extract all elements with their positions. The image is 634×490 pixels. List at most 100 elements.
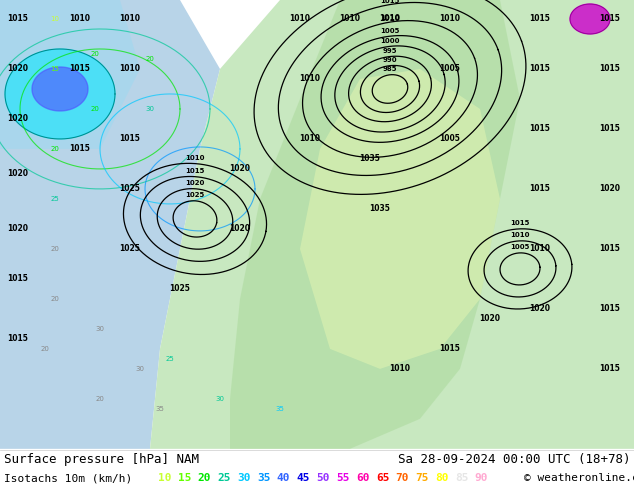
Text: 1010: 1010 (389, 365, 410, 373)
Text: 990: 990 (383, 57, 398, 63)
Text: 1015: 1015 (600, 65, 621, 74)
Text: 35: 35 (276, 406, 285, 412)
Text: 1010: 1010 (185, 155, 205, 161)
Text: 1015: 1015 (70, 145, 91, 153)
Text: 1010: 1010 (439, 15, 460, 24)
Text: 20: 20 (198, 473, 211, 483)
Text: 995: 995 (383, 48, 398, 54)
Text: 1015: 1015 (70, 65, 91, 74)
Text: 35: 35 (257, 473, 271, 483)
Text: 1010: 1010 (299, 74, 321, 83)
Text: 1010: 1010 (380, 15, 401, 24)
Text: 1020: 1020 (600, 184, 621, 194)
Text: 1015: 1015 (600, 15, 621, 24)
Text: 1020: 1020 (8, 224, 29, 233)
Text: 30: 30 (145, 106, 155, 112)
Text: 1020: 1020 (8, 115, 29, 123)
Text: 1035: 1035 (359, 154, 380, 164)
Text: 1015: 1015 (600, 245, 621, 253)
Text: 20: 20 (146, 56, 155, 62)
Text: 20: 20 (51, 246, 60, 252)
Text: 55: 55 (336, 473, 350, 483)
Text: 1025: 1025 (185, 192, 205, 198)
Text: 1035: 1035 (370, 204, 391, 214)
Text: 65: 65 (376, 473, 389, 483)
Text: 1010: 1010 (119, 65, 141, 74)
Text: 80: 80 (435, 473, 449, 483)
Text: 1015: 1015 (600, 365, 621, 373)
Text: 1015: 1015 (185, 168, 205, 174)
Text: 1015: 1015 (8, 15, 29, 24)
Text: 1025: 1025 (120, 184, 141, 194)
Text: 1020: 1020 (230, 224, 250, 233)
Text: 1015: 1015 (120, 134, 141, 144)
Text: 1015: 1015 (8, 274, 29, 283)
Text: 1015: 1015 (439, 344, 460, 353)
Text: 30: 30 (237, 473, 250, 483)
Text: 30: 30 (216, 396, 224, 402)
Text: 85: 85 (455, 473, 469, 483)
Text: 20: 20 (51, 146, 60, 152)
Text: 20: 20 (96, 396, 105, 402)
Text: © weatheronline.co.uk: © weatheronline.co.uk (524, 473, 634, 483)
Text: 90: 90 (475, 473, 488, 483)
Text: 20: 20 (41, 346, 49, 352)
Text: 1005: 1005 (380, 28, 399, 34)
Text: 1010: 1010 (119, 15, 141, 24)
Text: 1010: 1010 (299, 134, 321, 144)
Text: 1015: 1015 (8, 334, 29, 343)
Text: 1005: 1005 (439, 65, 460, 74)
Polygon shape (230, 0, 520, 449)
Polygon shape (32, 67, 88, 111)
Text: 1010: 1010 (529, 245, 550, 253)
Polygon shape (5, 49, 115, 139)
Text: 20: 20 (91, 106, 100, 112)
Text: 30: 30 (96, 326, 105, 332)
Text: 1025: 1025 (169, 284, 190, 294)
Text: 25: 25 (217, 473, 231, 483)
Text: 1015: 1015 (529, 124, 550, 133)
Text: 1015: 1015 (510, 220, 529, 226)
Text: 70: 70 (396, 473, 409, 483)
Text: 1015: 1015 (529, 15, 550, 24)
Text: 10: 10 (51, 16, 60, 22)
Text: 1005: 1005 (439, 134, 460, 144)
Text: 25: 25 (165, 356, 174, 362)
Text: 1015: 1015 (529, 184, 550, 194)
Text: 1000: 1000 (380, 38, 400, 44)
Text: 1010: 1010 (339, 15, 361, 24)
Text: 1020: 1020 (529, 304, 550, 314)
Text: 35: 35 (155, 406, 164, 412)
Polygon shape (150, 0, 634, 449)
Polygon shape (0, 0, 140, 149)
Text: 60: 60 (356, 473, 370, 483)
Text: 75: 75 (415, 473, 429, 483)
Text: 10: 10 (158, 473, 172, 483)
Polygon shape (0, 0, 220, 449)
Text: 1015: 1015 (600, 124, 621, 133)
Text: 20: 20 (51, 296, 60, 302)
Text: 1020: 1020 (230, 165, 250, 173)
Text: Isotachs 10m (km/h): Isotachs 10m (km/h) (4, 473, 133, 483)
Polygon shape (570, 4, 610, 34)
Text: 1015: 1015 (600, 304, 621, 314)
Text: 1005: 1005 (510, 244, 529, 250)
Text: 1020: 1020 (8, 170, 29, 178)
Text: 1010: 1010 (290, 15, 311, 24)
Text: 1020: 1020 (479, 315, 500, 323)
Text: Surface pressure [hPa] NAM: Surface pressure [hPa] NAM (4, 453, 199, 466)
Text: 20: 20 (91, 51, 100, 57)
Text: 1020: 1020 (185, 180, 205, 186)
Polygon shape (300, 69, 500, 369)
Text: 15: 15 (178, 473, 191, 483)
Text: 50: 50 (316, 473, 330, 483)
Text: 1020: 1020 (8, 65, 29, 74)
Text: 1015: 1015 (529, 65, 550, 74)
Text: 1010: 1010 (70, 15, 91, 24)
Text: 1010: 1010 (380, 15, 400, 21)
Text: 25: 25 (51, 196, 60, 202)
Text: 45: 45 (297, 473, 310, 483)
Text: 15: 15 (51, 66, 60, 72)
Text: 1025: 1025 (120, 245, 141, 253)
Text: Sa 28-09-2024 00:00 UTC (18+78): Sa 28-09-2024 00:00 UTC (18+78) (398, 453, 630, 466)
